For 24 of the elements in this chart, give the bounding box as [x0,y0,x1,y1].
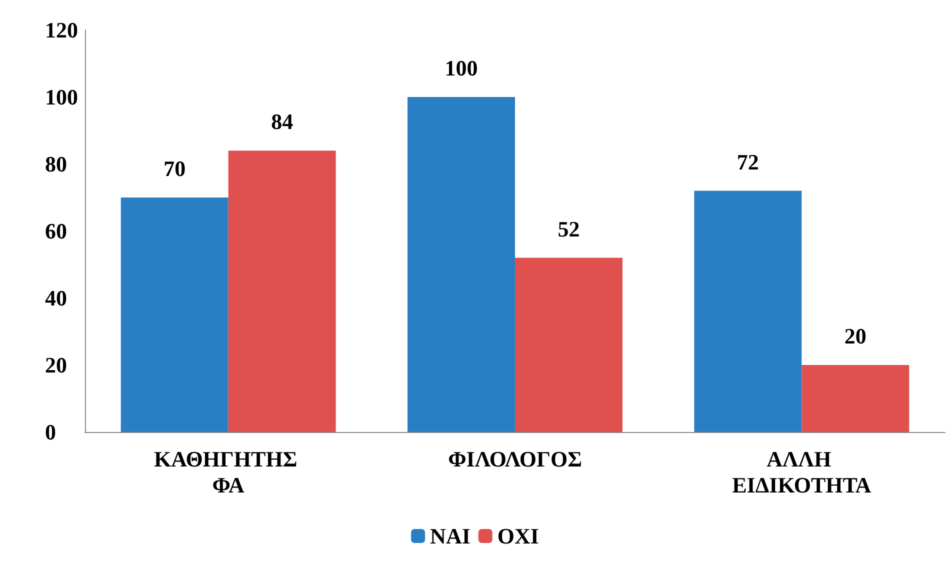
data-label: 100 [444,56,478,80]
data-label: 70 [164,156,186,181]
bar [408,97,515,432]
bar [694,190,802,432]
y-tick-label: 100 [45,84,78,110]
y-tick-label: 0 [45,420,56,444]
data-label: 52 [558,216,580,242]
y-tick-label: 20 [45,352,67,378]
legend-label: ΟΧΙ [497,524,539,548]
y-tick-label: 120 [45,18,78,42]
y-tick-label: 80 [45,152,67,176]
bar [802,365,910,432]
x-tick-label: ΦΙΛΟΛΟΓΟΣ [448,446,582,472]
y-tick-label: 60 [45,218,67,244]
data-label: 20 [844,324,866,348]
bar [228,150,336,432]
y-tick-label: 40 [45,286,67,310]
x-tick-label: ΑΛΛΗ ΕΙΔΙΚΟΤΗΤΑ [732,446,872,498]
bar [515,258,622,432]
legend-label: ΝΑΙ [430,524,470,548]
x-tick-label: ΚΑΘΗΓΗΤΗΣ ΦΑ [154,446,303,498]
data-label: 84 [271,109,294,134]
bar [120,198,228,432]
data-label: 72 [736,149,759,174]
